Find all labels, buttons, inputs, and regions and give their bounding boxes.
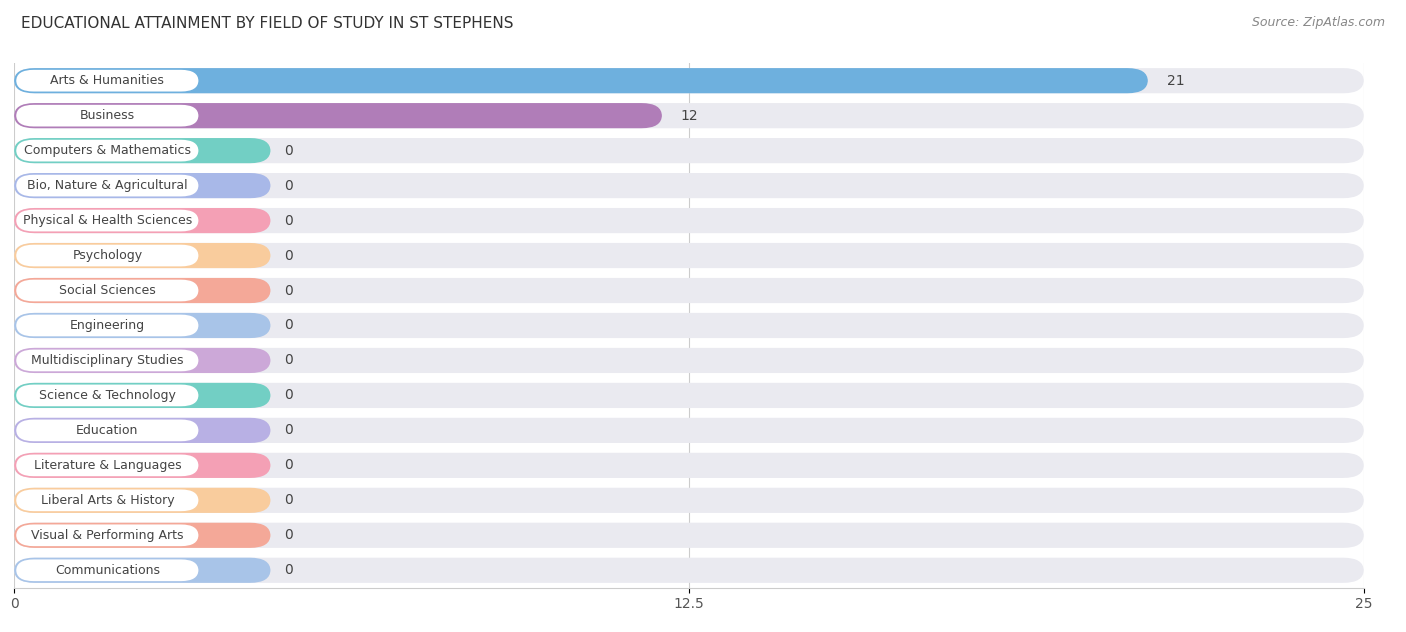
FancyBboxPatch shape (14, 208, 1364, 233)
FancyBboxPatch shape (14, 383, 270, 408)
Text: Education: Education (76, 424, 139, 437)
FancyBboxPatch shape (14, 488, 1364, 513)
FancyBboxPatch shape (14, 523, 1364, 548)
FancyBboxPatch shape (17, 70, 198, 92)
FancyBboxPatch shape (17, 525, 198, 546)
FancyBboxPatch shape (17, 490, 198, 511)
Text: Business: Business (80, 109, 135, 122)
FancyBboxPatch shape (17, 559, 198, 581)
Text: 0: 0 (284, 319, 292, 332)
Text: 0: 0 (284, 284, 292, 298)
FancyBboxPatch shape (14, 557, 1364, 583)
FancyBboxPatch shape (14, 173, 1364, 198)
Text: Physical & Health Sciences: Physical & Health Sciences (22, 214, 193, 227)
FancyBboxPatch shape (14, 243, 1364, 268)
FancyBboxPatch shape (14, 278, 1364, 303)
Text: 0: 0 (284, 458, 292, 472)
Text: 12: 12 (681, 109, 699, 123)
FancyBboxPatch shape (17, 420, 198, 441)
Text: Social Sciences: Social Sciences (59, 284, 156, 297)
FancyBboxPatch shape (17, 105, 198, 126)
Text: Arts & Humanities: Arts & Humanities (51, 74, 165, 87)
FancyBboxPatch shape (14, 348, 1364, 373)
FancyBboxPatch shape (17, 210, 198, 231)
Text: Bio, Nature & Agricultural: Bio, Nature & Agricultural (27, 179, 187, 192)
Text: Psychology: Psychology (72, 249, 142, 262)
FancyBboxPatch shape (14, 103, 662, 128)
FancyBboxPatch shape (14, 313, 270, 338)
Text: Communications: Communications (55, 564, 160, 577)
FancyBboxPatch shape (14, 243, 270, 268)
Text: 0: 0 (284, 248, 292, 262)
FancyBboxPatch shape (14, 173, 270, 198)
FancyBboxPatch shape (14, 68, 1147, 94)
FancyBboxPatch shape (14, 453, 1364, 478)
Text: 0: 0 (284, 179, 292, 193)
FancyBboxPatch shape (14, 103, 1364, 128)
FancyBboxPatch shape (14, 138, 1364, 163)
FancyBboxPatch shape (17, 175, 198, 197)
FancyBboxPatch shape (17, 315, 198, 336)
FancyBboxPatch shape (14, 488, 270, 513)
Text: 0: 0 (284, 214, 292, 228)
Text: Computers & Mathematics: Computers & Mathematics (24, 144, 191, 157)
FancyBboxPatch shape (14, 418, 270, 443)
FancyBboxPatch shape (17, 280, 198, 301)
Text: 0: 0 (284, 563, 292, 577)
Text: Source: ZipAtlas.com: Source: ZipAtlas.com (1251, 16, 1385, 29)
Text: Liberal Arts & History: Liberal Arts & History (41, 494, 174, 507)
Text: Visual & Performing Arts: Visual & Performing Arts (31, 529, 184, 542)
FancyBboxPatch shape (17, 385, 198, 406)
FancyBboxPatch shape (17, 245, 198, 266)
Text: 0: 0 (284, 494, 292, 507)
Text: Literature & Languages: Literature & Languages (34, 459, 181, 472)
Text: Science & Technology: Science & Technology (39, 389, 176, 402)
FancyBboxPatch shape (14, 523, 270, 548)
Text: EDUCATIONAL ATTAINMENT BY FIELD OF STUDY IN ST STEPHENS: EDUCATIONAL ATTAINMENT BY FIELD OF STUDY… (21, 16, 513, 31)
Text: 0: 0 (284, 528, 292, 542)
Text: 0: 0 (284, 143, 292, 157)
FancyBboxPatch shape (14, 453, 270, 478)
Text: Engineering: Engineering (70, 319, 145, 332)
FancyBboxPatch shape (14, 208, 270, 233)
FancyBboxPatch shape (14, 418, 1364, 443)
FancyBboxPatch shape (14, 557, 270, 583)
Text: 21: 21 (1167, 74, 1184, 88)
FancyBboxPatch shape (17, 140, 198, 161)
FancyBboxPatch shape (14, 383, 1364, 408)
Text: 0: 0 (284, 423, 292, 437)
FancyBboxPatch shape (17, 454, 198, 476)
FancyBboxPatch shape (14, 278, 270, 303)
Text: Multidisciplinary Studies: Multidisciplinary Studies (31, 354, 184, 367)
Text: 0: 0 (284, 353, 292, 367)
FancyBboxPatch shape (14, 138, 270, 163)
FancyBboxPatch shape (14, 68, 1364, 94)
FancyBboxPatch shape (17, 349, 198, 371)
FancyBboxPatch shape (14, 348, 270, 373)
FancyBboxPatch shape (14, 313, 1364, 338)
Text: 0: 0 (284, 389, 292, 403)
